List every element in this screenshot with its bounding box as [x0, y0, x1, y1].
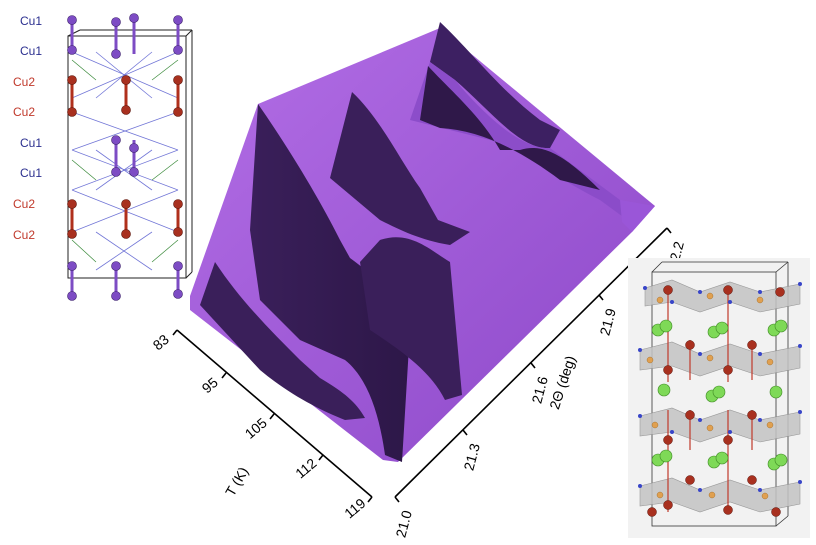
surface-right-edge [620, 200, 655, 232]
left-cu2-atoms [67, 75, 183, 239]
theta-tick-label-21-6: 21.6 [528, 374, 551, 405]
surface-ridge-secondary [360, 237, 462, 400]
site-label-cu2-c: Cu2 [13, 197, 36, 211]
left-cell-frame [67, 29, 193, 279]
surface-ridge-far [430, 22, 560, 149]
surface-ridge-near [250, 104, 410, 462]
theta-axis-ticks [394, 227, 672, 503]
theta-tick-label-21-0: 21.0 [392, 508, 415, 539]
right-crystal-structure [628, 258, 810, 538]
t-axis-line [176, 329, 373, 498]
left-cu1-atoms [67, 13, 183, 301]
site-label-cu1-d: Cu1 [20, 166, 43, 180]
theta-tick-label-21-9: 21.9 [596, 306, 619, 337]
left-green-bonds [71, 59, 179, 263]
site-label-cu2-d: Cu2 [13, 228, 36, 242]
site-label-cu1-c: Cu1 [20, 136, 43, 150]
right-polyhedra-layers [639, 279, 801, 513]
site-label-cu2-b: Cu2 [13, 105, 36, 119]
theta-tick-label-21-3: 21.3 [460, 441, 483, 472]
right-cl-atoms [651, 319, 788, 471]
left-crystal-structure [67, 13, 193, 301]
right-cu-atoms [647, 285, 785, 517]
site-label-cu1-a: Cu1 [20, 14, 43, 28]
t-tick-label-112: 112 [292, 455, 320, 482]
site-label-cu2-a: Cu2 [13, 75, 36, 89]
t-tick-label-119: 119 [341, 495, 369, 522]
t-tick-label-105: 105 [242, 414, 270, 441]
theta-axis-line [394, 227, 668, 498]
surface-ridge-mid [330, 92, 470, 245]
t-axis-label: T (K) [222, 464, 251, 499]
surface-ridge-front [200, 262, 365, 420]
surface-plot [190, 22, 655, 462]
t-axis-ticks [172, 329, 373, 503]
right-o-atoms [638, 282, 802, 492]
surface-ridge-mid-cap [420, 66, 600, 190]
right-orange-atoms [646, 292, 774, 500]
t-tick-label-95: 95 [199, 374, 221, 396]
site-label-cu1-b: Cu1 [20, 44, 43, 58]
t-tick-label-83: 83 [150, 331, 172, 353]
theta-axis-label: 2Θ (deg) [546, 354, 578, 411]
